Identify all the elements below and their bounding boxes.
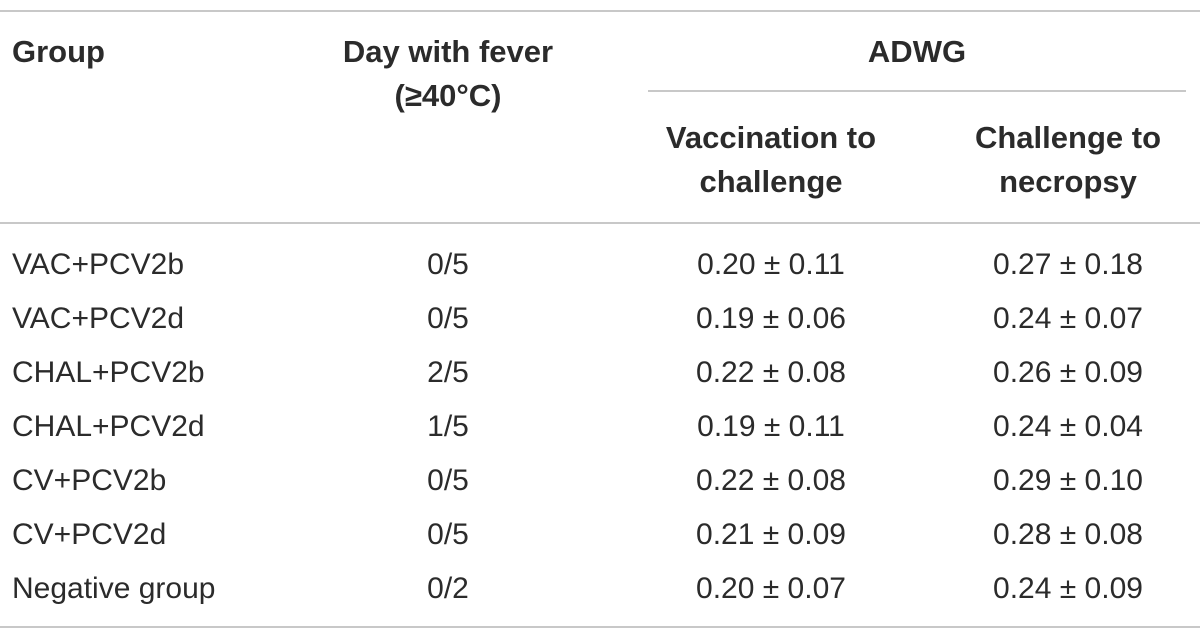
header-fever-line1: Day with fever — [342, 34, 554, 69]
header-chal-line2: necropsy — [999, 164, 1137, 199]
header-challenge-to-necropsy: Challenge to necropsy — [950, 116, 1186, 204]
header-vac-line1: Vaccination to — [665, 120, 877, 155]
cell-vac-to-challenge: 0.19 ± 0.06 — [696, 302, 846, 335]
table-bottom-rule — [0, 626, 1200, 628]
cell-challenge-to-necropsy: 0.28 ± 0.08 — [993, 518, 1143, 551]
cell-fever: 0/5 — [427, 302, 469, 335]
cell-vac-to-challenge: 0.22 ± 0.08 — [696, 356, 846, 389]
table-row: VAC+PCV2b 0/5 0.20 ± 0.11 0.27 ± 0.18 — [0, 238, 1200, 292]
cell-group: CHAL+PCV2b — [12, 356, 205, 389]
table-row: CV+PCV2b 0/5 0.22 ± 0.08 0.29 ± 0.10 — [0, 454, 1200, 508]
cell-group: CHAL+PCV2d — [12, 410, 205, 443]
cell-group: VAC+PCV2b — [12, 248, 185, 281]
table-row: CV+PCV2d 0/5 0.21 ± 0.09 0.28 ± 0.08 — [0, 508, 1200, 562]
header-fever: Day with fever (≥40°C) — [288, 30, 608, 118]
cell-group: CV+PCV2d — [12, 518, 167, 551]
cell-group: Negative group — [12, 572, 216, 605]
table-row: CHAL+PCV2d 1/5 0.19 ± 0.11 0.24 ± 0.04 — [0, 400, 1200, 454]
adwg-span-rule — [648, 90, 1186, 92]
cell-fever: 0/2 — [427, 572, 469, 605]
table-top-rule — [0, 10, 1200, 12]
cell-challenge-to-necropsy: 0.24 ± 0.07 — [993, 302, 1143, 335]
cell-fever: 0/5 — [427, 248, 469, 281]
cell-challenge-to-necropsy: 0.24 ± 0.04 — [993, 410, 1143, 443]
header-vac-line2: challenge — [699, 164, 843, 199]
header-group: Group — [12, 34, 105, 69]
table-row: Negative group 0/2 0.20 ± 0.07 0.24 ± 0.… — [0, 562, 1200, 616]
cell-vac-to-challenge: 0.21 ± 0.09 — [696, 518, 846, 551]
cell-vac-to-challenge: 0.19 ± 0.11 — [697, 410, 845, 443]
cell-vac-to-challenge: 0.20 ± 0.07 — [696, 572, 846, 605]
cell-fever: 2/5 — [427, 356, 469, 389]
cell-vac-to-challenge: 0.20 ± 0.11 — [697, 248, 845, 281]
cell-fever: 0/5 — [427, 464, 469, 497]
cell-fever: 1/5 — [427, 410, 469, 443]
header-bottom-rule — [0, 222, 1200, 224]
table-row: VAC+PCV2d 0/5 0.19 ± 0.06 0.24 ± 0.07 — [0, 292, 1200, 346]
header-adwg: ADWG — [867, 34, 967, 69]
header-vaccination-to-challenge: Vaccination to challenge — [648, 116, 894, 204]
cell-challenge-to-necropsy: 0.27 ± 0.18 — [993, 248, 1143, 281]
cell-challenge-to-necropsy: 0.24 ± 0.09 — [993, 572, 1143, 605]
cell-fever: 0/5 — [427, 518, 469, 551]
cell-group: VAC+PCV2d — [12, 302, 185, 335]
cell-group: CV+PCV2b — [12, 464, 167, 497]
cell-challenge-to-necropsy: 0.26 ± 0.09 — [993, 356, 1143, 389]
header-chal-line1: Challenge to — [974, 120, 1161, 155]
cell-challenge-to-necropsy: 0.29 ± 0.10 — [993, 464, 1143, 497]
table-row: CHAL+PCV2b 2/5 0.22 ± 0.08 0.26 ± 0.09 — [0, 346, 1200, 400]
header-fever-line2: (≥40°C) — [394, 78, 502, 113]
cell-vac-to-challenge: 0.22 ± 0.08 — [696, 464, 846, 497]
